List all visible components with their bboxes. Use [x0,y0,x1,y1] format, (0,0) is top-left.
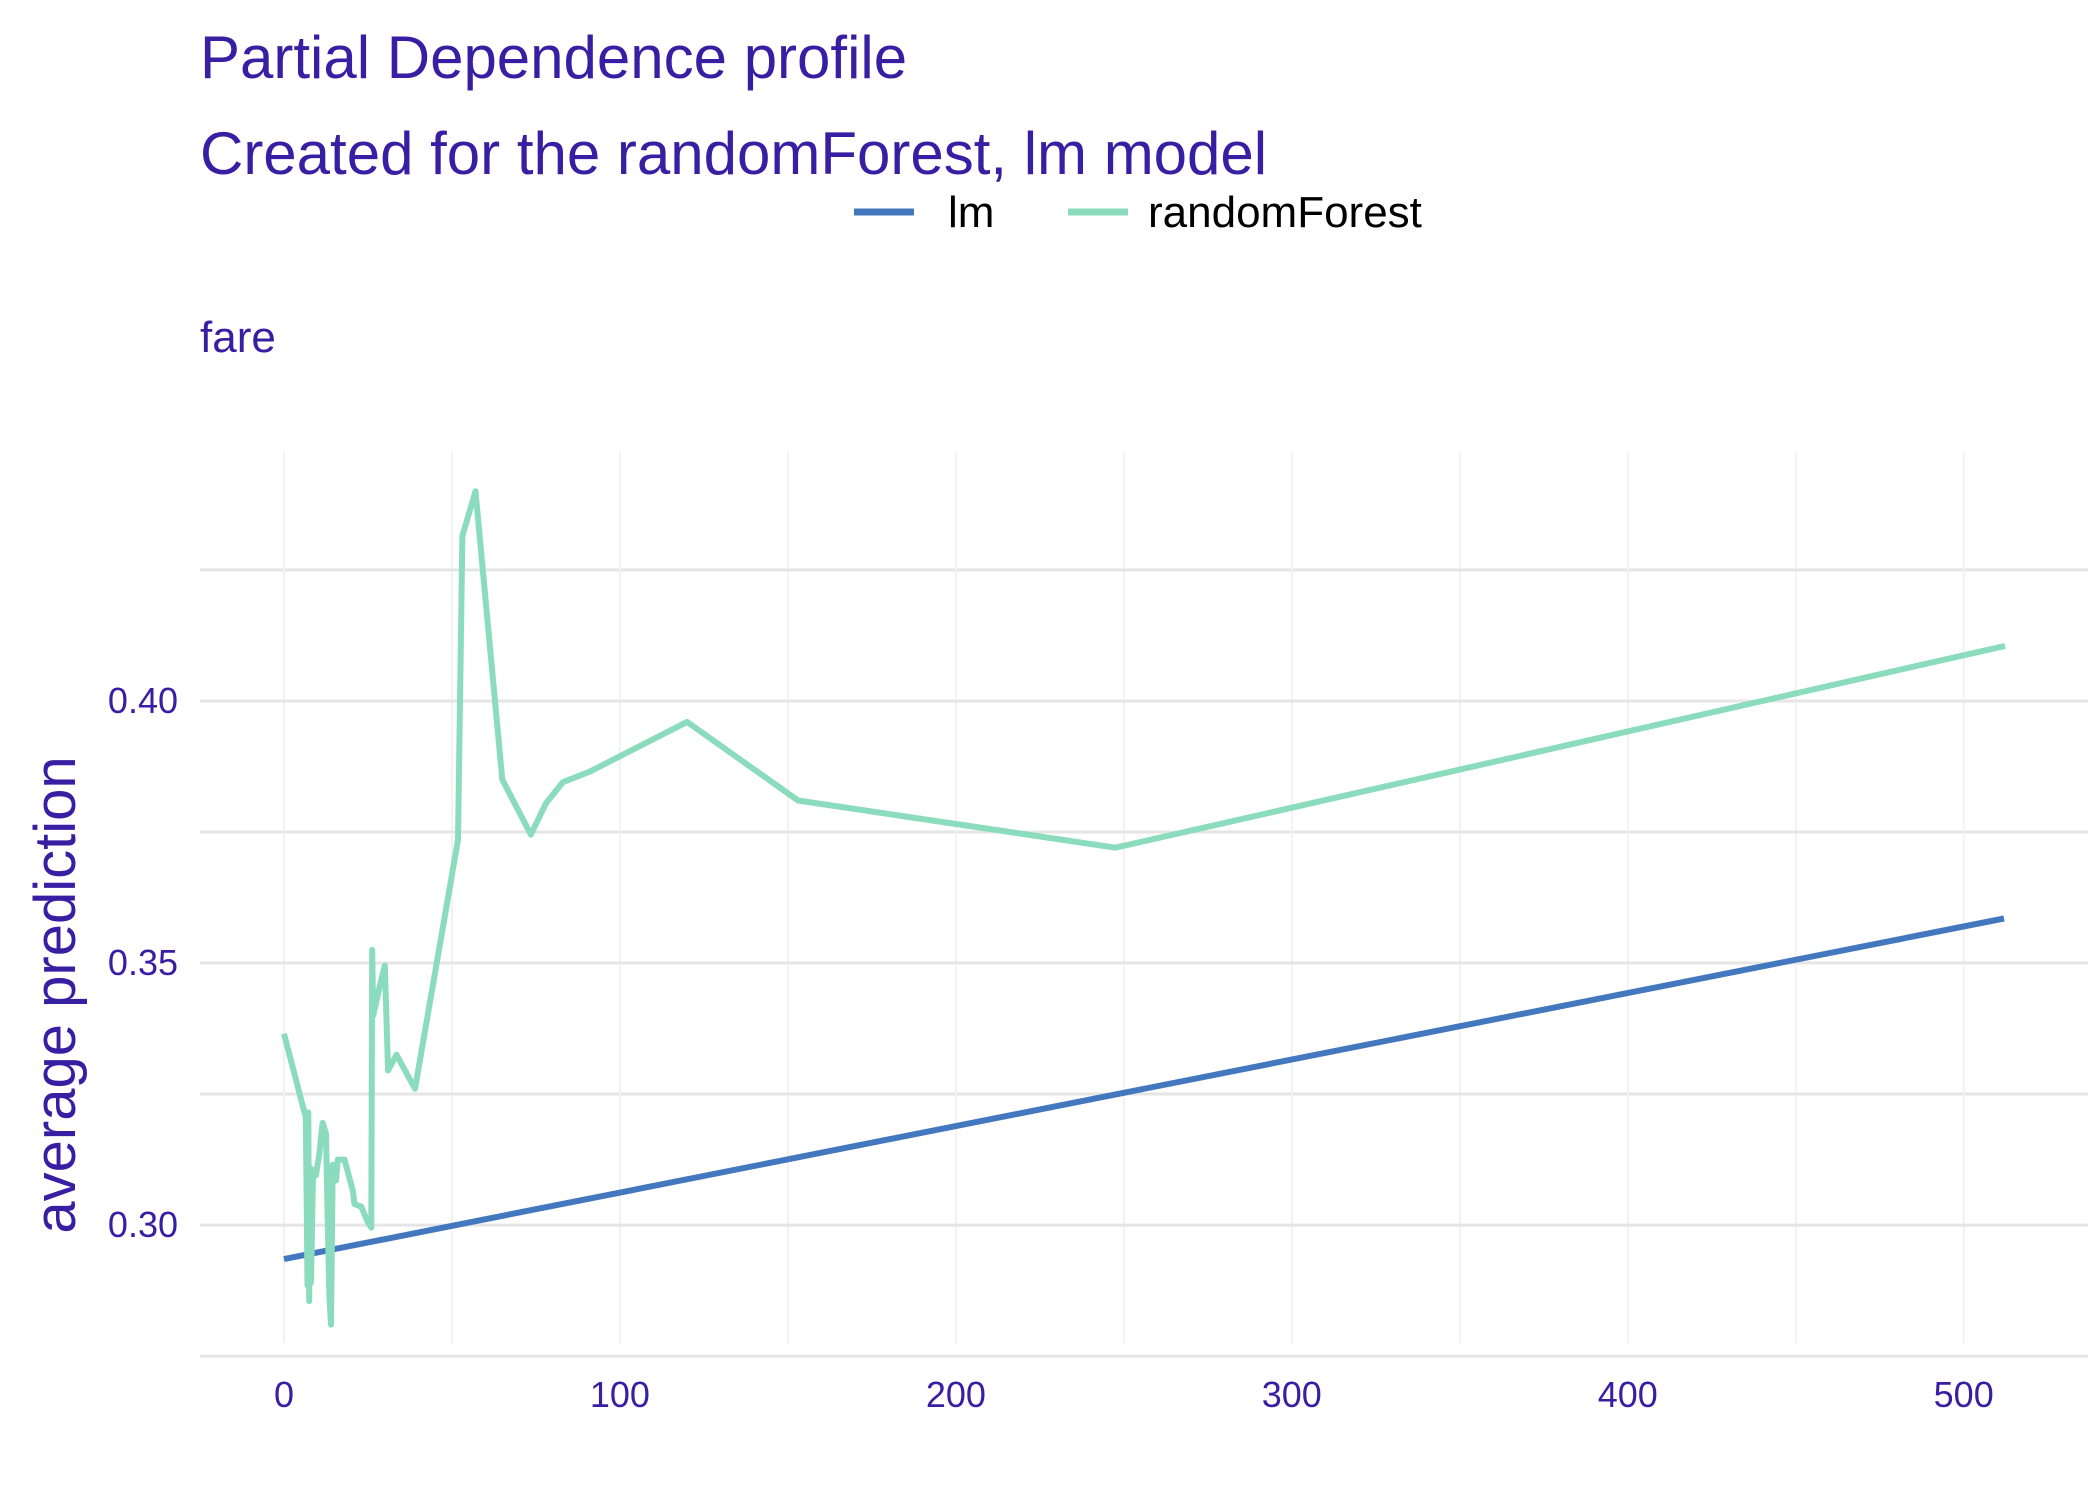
legend-label-lm: lm [948,188,994,237]
x-tick-label: 0 [274,1374,294,1415]
series-layer [281,488,2006,1328]
minor-grid [200,452,2088,1358]
y-tick-label: 0.30 [108,1204,178,1245]
chart-title: Partial Dependence profile [200,24,907,91]
x-tick-label: 400 [1598,1374,1658,1415]
chart-subtitle: Created for the randomForest, lm model [200,120,1267,187]
x-tick-label: 200 [926,1374,986,1415]
legend: lm randomForest [854,188,1422,237]
y-axis-title: average prediction [23,756,88,1233]
y-tick-label: 0.40 [108,680,178,721]
x-tick-label: 500 [1934,1374,1994,1415]
series-line-randomForest [281,488,2006,1328]
legend-label-randomForest: randomForest [1148,188,1422,237]
y-tick-label: 0.35 [108,942,178,983]
series-line-lm [283,915,2005,1263]
facet-label: fare [200,313,276,362]
x-axis-tick-labels: 0 100 200 300 400 500 [274,1374,1994,1415]
x-tick-label: 100 [590,1374,650,1415]
y-axis-tick-labels: 0.30 0.35 0.40 [108,680,178,1245]
x-tick-label: 300 [1262,1374,1322,1415]
